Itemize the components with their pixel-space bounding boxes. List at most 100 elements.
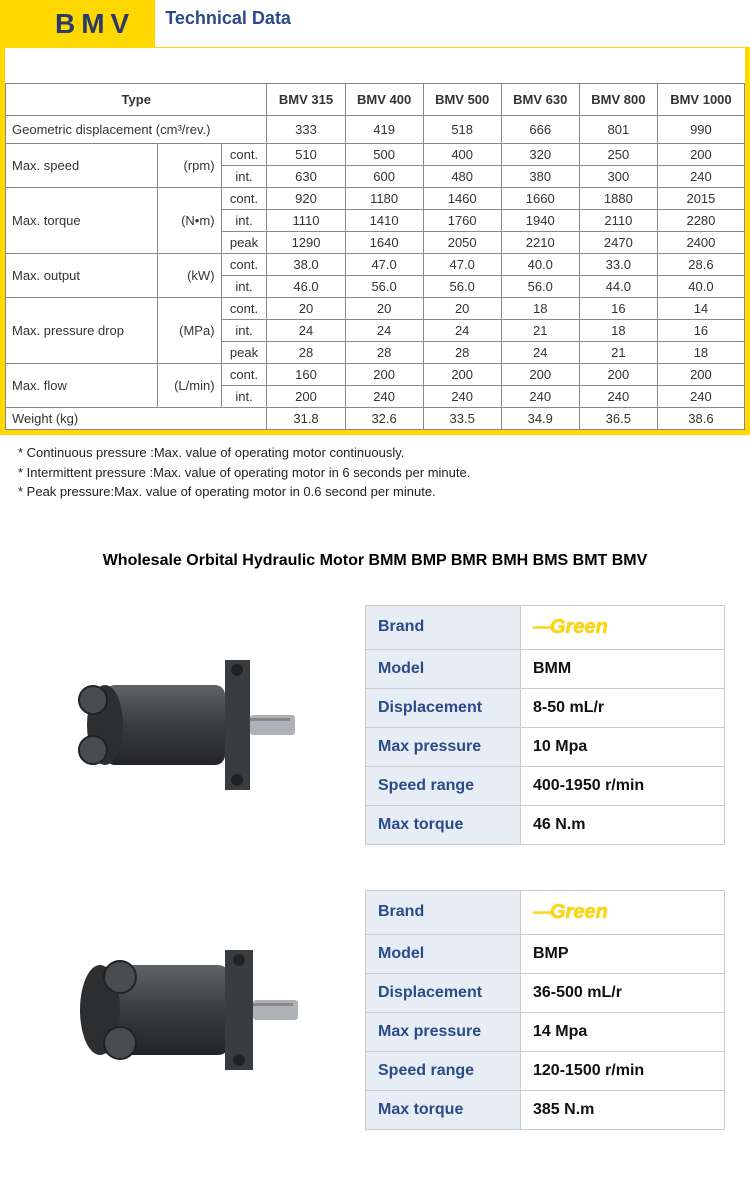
- cell: 56.0: [345, 276, 423, 298]
- row-label: Max. pressure drop: [6, 298, 158, 364]
- cell: 40.0: [501, 254, 579, 276]
- spec-key: Brand: [366, 890, 521, 934]
- row-sub: cont.: [221, 364, 267, 386]
- row-label: Max. torque: [6, 188, 158, 254]
- row-label: Geometric displacement (cm³/rev.): [6, 116, 267, 144]
- cell: 480: [423, 166, 501, 188]
- spec-key: Max pressure: [366, 727, 521, 766]
- cell: 2015: [657, 188, 744, 210]
- cell: 20: [267, 298, 345, 320]
- cell: 518: [423, 116, 501, 144]
- cell: 1180: [345, 188, 423, 210]
- col-header: BMV 315: [267, 84, 345, 116]
- cell: 666: [501, 116, 579, 144]
- cell: 44.0: [579, 276, 657, 298]
- row-sub: cont.: [221, 254, 267, 276]
- cell: 160: [267, 364, 345, 386]
- row-sub: int.: [221, 166, 267, 188]
- spec-value: 14 Mpa: [521, 1012, 725, 1051]
- row-unit: (kW): [157, 254, 221, 298]
- row-unit: (rpm): [157, 144, 221, 188]
- motor-icon: [45, 915, 315, 1105]
- cell: 36.5: [579, 408, 657, 430]
- cell: 33.0: [579, 254, 657, 276]
- cell: 21: [501, 320, 579, 342]
- cell: 1760: [423, 210, 501, 232]
- table-row: Max. speed (rpm) cont. 51050040032025020…: [6, 144, 745, 166]
- row-unit: (L/min): [157, 364, 221, 408]
- cell: 240: [423, 386, 501, 408]
- cell: 240: [657, 386, 744, 408]
- row-unit: (N•m): [157, 188, 221, 254]
- cell: 1660: [501, 188, 579, 210]
- cell: 1410: [345, 210, 423, 232]
- row-sub: cont.: [221, 144, 267, 166]
- spec-key: Max torque: [366, 805, 521, 844]
- cell: 32.6: [345, 408, 423, 430]
- row-sub: cont.: [221, 298, 267, 320]
- row-sub: int.: [221, 276, 267, 298]
- cell: 47.0: [423, 254, 501, 276]
- cell: 200: [267, 386, 345, 408]
- table-row: Max. pressure drop (MPa) cont. 202020181…: [6, 298, 745, 320]
- spec-key: Brand: [366, 605, 521, 649]
- row-sub: peak: [221, 232, 267, 254]
- cell: 40.0: [657, 276, 744, 298]
- cell: 240: [501, 386, 579, 408]
- cell: 1290: [267, 232, 345, 254]
- col-header: BMV 500: [423, 84, 501, 116]
- cell: 240: [345, 386, 423, 408]
- note-line: * Intermittent pressure :Max. value of o…: [18, 463, 750, 483]
- cell: 2110: [579, 210, 657, 232]
- table-row: Weight (kg) 31.832.633.534.936.538.6: [6, 408, 745, 430]
- cell: 28: [345, 342, 423, 364]
- row-label: Weight (kg): [6, 408, 267, 430]
- cell: 801: [579, 116, 657, 144]
- row-label: Max. output: [6, 254, 158, 298]
- note-line: * Continuous pressure :Max. value of ope…: [18, 443, 750, 463]
- cell: 34.9: [501, 408, 579, 430]
- spec-key: Speed range: [366, 1051, 521, 1090]
- header-subtitle-wrap: Technical Data: [155, 0, 750, 48]
- spec-key: Max pressure: [366, 1012, 521, 1051]
- cell: 1880: [579, 188, 657, 210]
- cell: 200: [423, 364, 501, 386]
- table-header-row: Type BMV 315 BMV 400 BMV 500 BMV 630 BMV…: [6, 84, 745, 116]
- col-header: BMV 630: [501, 84, 579, 116]
- cell: 600: [345, 166, 423, 188]
- col-header: BMV 800: [579, 84, 657, 116]
- spec-value: 8-50 mL/r: [521, 688, 725, 727]
- header: BMV Technical Data: [0, 0, 750, 48]
- cell: 2210: [501, 232, 579, 254]
- row-unit: (MPa): [157, 298, 221, 364]
- cell: 14: [657, 298, 744, 320]
- cell: 38.0: [267, 254, 345, 276]
- cell: 500: [345, 144, 423, 166]
- cell: 333: [267, 116, 345, 144]
- cell: 200: [657, 144, 744, 166]
- spec-value: Green: [521, 890, 725, 934]
- col-header: BMV 1000: [657, 84, 744, 116]
- spec-table: BrandGreen ModelBMM Displacement8-50 mL/…: [365, 605, 725, 845]
- page-subtitle: Technical Data: [165, 8, 750, 29]
- cell: 28.6: [657, 254, 744, 276]
- spec-value: 400-1950 r/min: [521, 766, 725, 805]
- cell: 1940: [501, 210, 579, 232]
- row-label: Max. flow: [6, 364, 158, 408]
- cell: 510: [267, 144, 345, 166]
- cell: 20: [423, 298, 501, 320]
- technical-data-table: Type BMV 315 BMV 400 BMV 500 BMV 630 BMV…: [5, 83, 745, 430]
- spec-key: Model: [366, 934, 521, 973]
- spec-value: BMP: [521, 934, 725, 973]
- cell: 2050: [423, 232, 501, 254]
- cell: 320: [501, 144, 579, 166]
- table-row: Max. flow (L/min) cont. 1602002002002002…: [6, 364, 745, 386]
- spec-key: Max torque: [366, 1090, 521, 1129]
- cell: 24: [345, 320, 423, 342]
- spec-key: Speed range: [366, 766, 521, 805]
- cell: 920: [267, 188, 345, 210]
- cell: 38.6: [657, 408, 744, 430]
- spec-value: 120-1500 r/min: [521, 1051, 725, 1090]
- cell: 200: [345, 364, 423, 386]
- cell: 250: [579, 144, 657, 166]
